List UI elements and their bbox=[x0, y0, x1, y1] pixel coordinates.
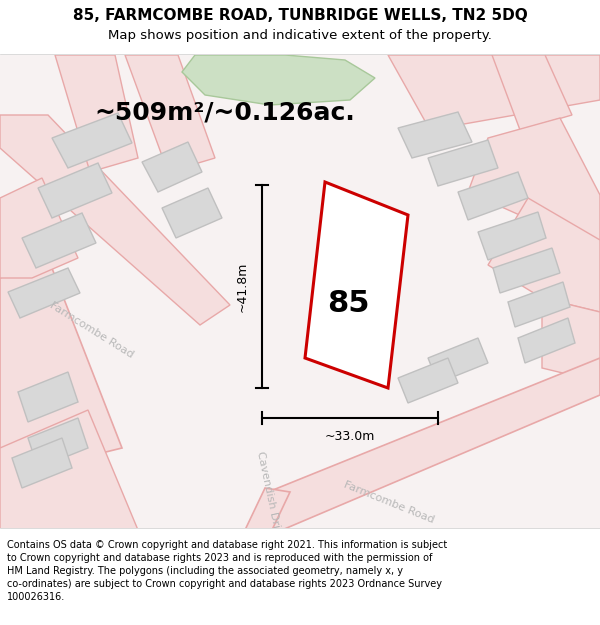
Polygon shape bbox=[508, 282, 570, 327]
Polygon shape bbox=[488, 198, 600, 312]
Text: to Crown copyright and database rights 2023 and is reproduced with the permissio: to Crown copyright and database rights 2… bbox=[7, 553, 433, 563]
Text: ~41.8m: ~41.8m bbox=[235, 261, 248, 312]
Bar bbox=[0, 55, 600, 528]
Text: HM Land Registry. The polygons (including the associated geometry, namely x, y: HM Land Registry. The polygons (includin… bbox=[7, 566, 403, 576]
Text: Cavendish Drive: Cavendish Drive bbox=[255, 450, 284, 542]
Polygon shape bbox=[0, 258, 122, 478]
Polygon shape bbox=[468, 118, 600, 240]
Polygon shape bbox=[388, 55, 600, 130]
Polygon shape bbox=[0, 115, 230, 325]
Polygon shape bbox=[245, 488, 290, 530]
Text: 85, FARMCOMBE ROAD, TUNBRIDGE WELLS, TN2 5DQ: 85, FARMCOMBE ROAD, TUNBRIDGE WELLS, TN2… bbox=[73, 9, 527, 24]
Text: Map shows position and indicative extent of the property.: Map shows position and indicative extent… bbox=[108, 29, 492, 41]
Polygon shape bbox=[493, 248, 560, 293]
Polygon shape bbox=[38, 163, 112, 218]
Polygon shape bbox=[182, 55, 375, 105]
Polygon shape bbox=[305, 182, 408, 388]
Polygon shape bbox=[0, 410, 138, 530]
Polygon shape bbox=[518, 318, 575, 363]
Polygon shape bbox=[398, 112, 472, 158]
Text: ~509m²/~0.126ac.: ~509m²/~0.126ac. bbox=[95, 100, 355, 124]
Polygon shape bbox=[478, 212, 546, 260]
Polygon shape bbox=[428, 338, 488, 383]
Polygon shape bbox=[252, 358, 600, 530]
Text: Contains OS data © Crown copyright and database right 2021. This information is : Contains OS data © Crown copyright and d… bbox=[7, 540, 447, 550]
Polygon shape bbox=[22, 213, 96, 268]
Polygon shape bbox=[398, 358, 458, 403]
Polygon shape bbox=[428, 140, 498, 186]
Polygon shape bbox=[458, 172, 528, 220]
Text: 85: 85 bbox=[327, 289, 370, 318]
Polygon shape bbox=[18, 372, 78, 422]
Polygon shape bbox=[0, 178, 78, 278]
Text: Farmcombe Road: Farmcombe Road bbox=[342, 479, 436, 525]
Polygon shape bbox=[28, 418, 88, 468]
Bar bbox=[0, 0, 600, 55]
Polygon shape bbox=[125, 55, 215, 172]
Polygon shape bbox=[492, 55, 572, 130]
Polygon shape bbox=[142, 142, 202, 192]
Text: 100026316.: 100026316. bbox=[7, 592, 65, 602]
Polygon shape bbox=[52, 113, 132, 168]
Polygon shape bbox=[8, 268, 80, 318]
Polygon shape bbox=[55, 55, 138, 172]
Bar bbox=[0, 528, 600, 625]
Polygon shape bbox=[12, 438, 72, 488]
Text: Farmcombe Road: Farmcombe Road bbox=[48, 300, 135, 360]
Text: ~33.0m: ~33.0m bbox=[325, 429, 375, 442]
Polygon shape bbox=[542, 298, 600, 382]
Text: co-ordinates) are subject to Crown copyright and database rights 2023 Ordnance S: co-ordinates) are subject to Crown copyr… bbox=[7, 579, 442, 589]
Polygon shape bbox=[162, 188, 222, 238]
